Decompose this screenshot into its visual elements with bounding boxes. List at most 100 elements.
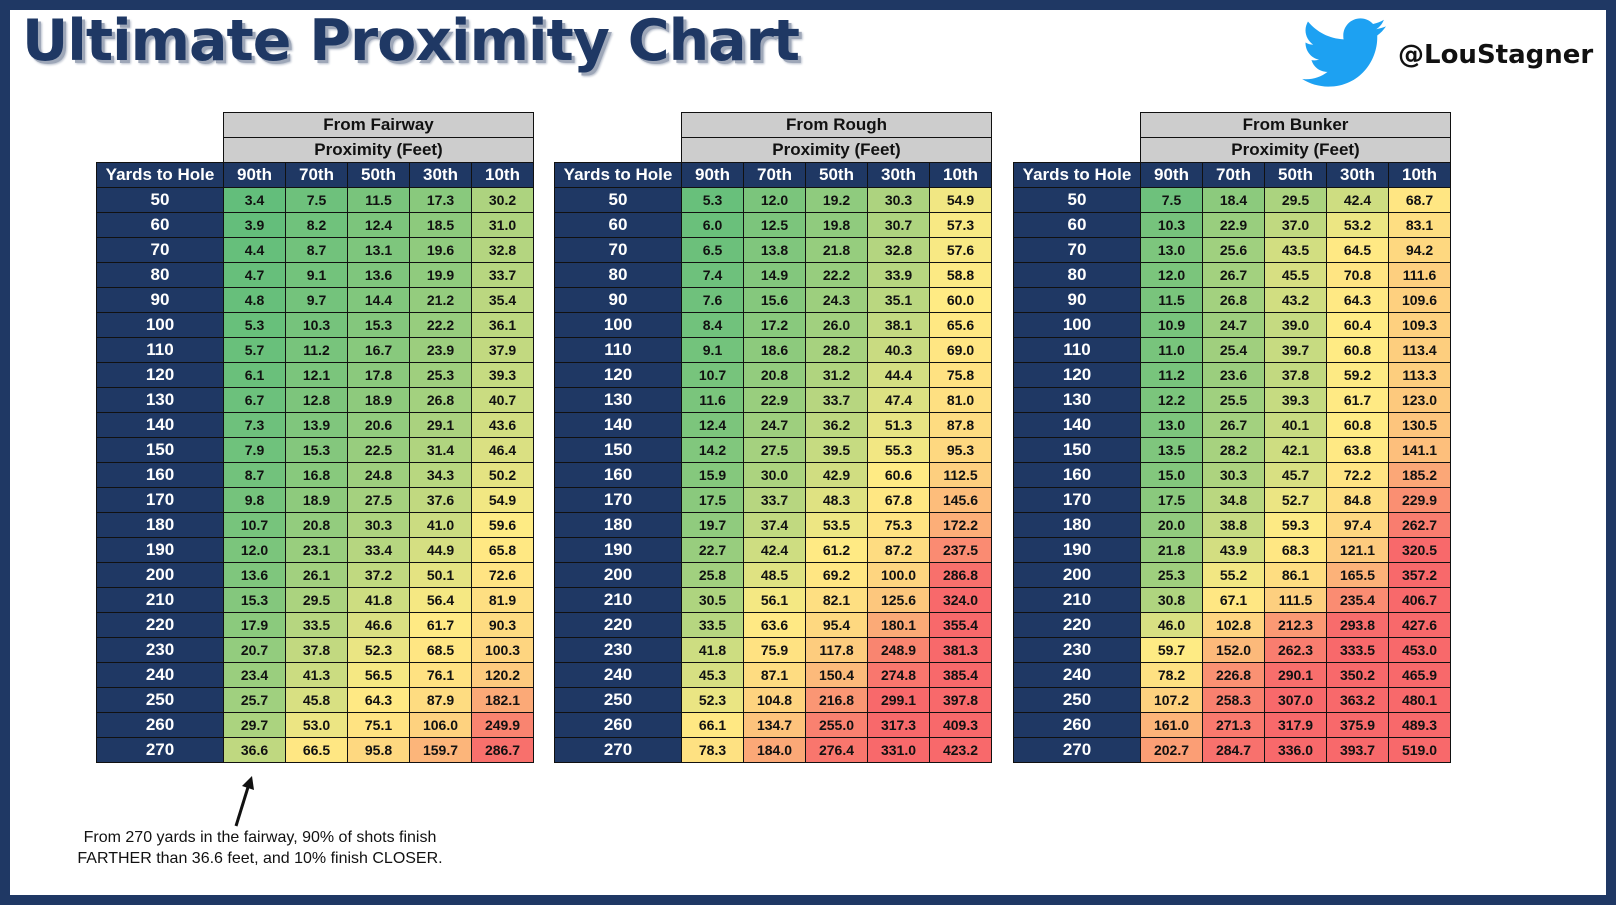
table-row: 90 4.8 9.7 14.4 21.2 35.4 (96, 287, 534, 313)
proximity-cell: 6.1 (223, 362, 286, 388)
proximity-cell: 45.7 (1264, 462, 1327, 488)
yards-cell: 210 (554, 587, 682, 613)
proximity-cell: 31.0 (471, 212, 534, 238)
proximity-cell: 22.2 (409, 312, 472, 338)
proximity-cell: 78.3 (681, 737, 744, 763)
proximity-cell: 5.3 (223, 312, 286, 338)
yards-cell: 110 (554, 337, 682, 363)
brand-handle-group: @LouStagner (1300, 16, 1593, 94)
proximity-cell: 32.8 (867, 237, 930, 263)
proximity-cell: 113.3 (1388, 362, 1451, 388)
proximity-cell: 150.4 (805, 662, 868, 688)
table-row: 220 46.0 102.8 212.3 293.8 427.6 (1013, 612, 1451, 638)
proximity-cell: 9.1 (285, 262, 348, 288)
proximity-cell: 317.9 (1264, 712, 1327, 738)
proximity-cell: 40.1 (1264, 412, 1327, 438)
proximity-cell: 249.9 (471, 712, 534, 738)
proximity-cell: 121.1 (1326, 537, 1389, 563)
blank-corner (1014, 113, 1141, 138)
proximity-cell: 274.8 (867, 662, 930, 688)
percentile-header: 90th (1140, 162, 1203, 188)
proximity-cell: 262.7 (1388, 512, 1451, 538)
yards-cell: 60 (554, 212, 682, 238)
proximity-cell: 24.3 (805, 287, 868, 313)
proximity-cell: 519.0 (1388, 737, 1451, 763)
proximity-cell: 59.6 (471, 512, 534, 538)
proximity-cell: 34.8 (1202, 487, 1265, 513)
proximity-cell: 30.5 (681, 587, 744, 613)
proximity-cell: 111.5 (1264, 587, 1327, 613)
proximity-cell: 67.8 (867, 487, 930, 513)
yards-cell: 70 (96, 237, 224, 263)
yards-cell: 100 (96, 312, 224, 338)
yards-cell: 220 (1013, 612, 1141, 638)
proximity-cell: 23.6 (1202, 362, 1265, 388)
yards-cell: 180 (1013, 512, 1141, 538)
table-row: 170 17.5 33.7 48.3 67.8 145.6 (554, 487, 992, 513)
proximity-cell: 293.8 (1326, 612, 1389, 638)
yards-cell: 80 (554, 262, 682, 288)
proximity-cell: 66.1 (681, 712, 744, 738)
proximity-cell: 13.8 (743, 237, 806, 263)
proximity-subheader: Proximity (Feet) (223, 137, 534, 163)
percentile-header: 10th (1388, 162, 1451, 188)
yards-cell: 270 (96, 737, 224, 763)
proximity-subheader: Proximity (Feet) (681, 137, 992, 163)
column-header-row: Yards to Hole 90th 70th 50th 30th 10th (554, 162, 992, 188)
proximity-cell: 41.8 (347, 587, 410, 613)
fairway-table: From Fairway Proximity (Feet) Yards to Hol… (96, 112, 534, 763)
proximity-cell: 36.2 (805, 412, 868, 438)
proximity-cell: 22.9 (1202, 212, 1265, 238)
proximity-cell: 12.8 (285, 387, 348, 413)
proximity-cell: 43.5 (1264, 237, 1327, 263)
table-row: 180 10.7 20.8 30.3 41.0 59.6 (96, 512, 534, 538)
proximity-cell: 14.4 (347, 287, 410, 313)
yards-cell: 200 (554, 562, 682, 588)
proximity-cell: 30.7 (867, 212, 930, 238)
proximity-cell: 20.6 (347, 412, 410, 438)
proximity-cell: 406.7 (1388, 587, 1451, 613)
proximity-cell: 7.9 (223, 437, 286, 463)
proximity-cell: 397.8 (929, 687, 992, 713)
proximity-cell: 60.4 (1326, 312, 1389, 338)
percentile-header: 30th (1326, 162, 1389, 188)
column-header-row: Yards to Hole 90th 70th 50th 30th 10th (96, 162, 534, 188)
yards-cell: 50 (554, 187, 682, 213)
yards-cell: 110 (96, 337, 224, 363)
table-row: 220 33.5 63.6 95.4 180.1 355.4 (554, 612, 992, 638)
proximity-cell: 84.8 (1326, 487, 1389, 513)
proximity-cell: 15.3 (285, 437, 348, 463)
proximity-cell: 15.3 (223, 587, 286, 613)
table-row: 170 17.5 34.8 52.7 84.8 229.9 (1013, 487, 1451, 513)
proximity-cell: 48.3 (805, 487, 868, 513)
proximity-cell: 25.3 (409, 362, 472, 388)
table-title-row: From Rough (555, 112, 992, 138)
proximity-cell: 51.3 (867, 412, 930, 438)
yards-cell: 240 (1013, 662, 1141, 688)
proximity-cell: 113.4 (1388, 337, 1451, 363)
proximity-cell: 83.1 (1388, 212, 1451, 238)
proximity-cell: 184.0 (743, 737, 806, 763)
proximity-cell: 307.0 (1264, 687, 1327, 713)
table-row: 80 12.0 26.7 45.5 70.8 111.6 (1013, 262, 1451, 288)
proximity-cell: 27.5 (743, 437, 806, 463)
proximity-cell: 489.3 (1388, 712, 1451, 738)
proximity-cell: 212.3 (1264, 612, 1327, 638)
table-row: 130 11.6 22.9 33.7 47.4 81.0 (554, 387, 992, 413)
yards-cell: 180 (96, 512, 224, 538)
blank-corner (97, 138, 224, 163)
yards-cell: 80 (1013, 262, 1141, 288)
proximity-cell: 16.7 (347, 337, 410, 363)
proximity-cell: 52.3 (681, 687, 744, 713)
proximity-cell: 25.5 (1202, 387, 1265, 413)
proximity-cell: 43.9 (1202, 537, 1265, 563)
table-row: 160 15.9 30.0 42.9 60.6 112.5 (554, 462, 992, 488)
proximity-cell: 10.9 (1140, 312, 1203, 338)
proximity-cell: 81.0 (929, 387, 992, 413)
proximity-cell: 286.8 (929, 562, 992, 588)
proximity-cell: 363.2 (1326, 687, 1389, 713)
proximity-cell: 6.5 (681, 237, 744, 263)
proximity-cell: 26.7 (1202, 262, 1265, 288)
proximity-cell: 12.4 (347, 212, 410, 238)
proximity-cell: 82.1 (805, 587, 868, 613)
